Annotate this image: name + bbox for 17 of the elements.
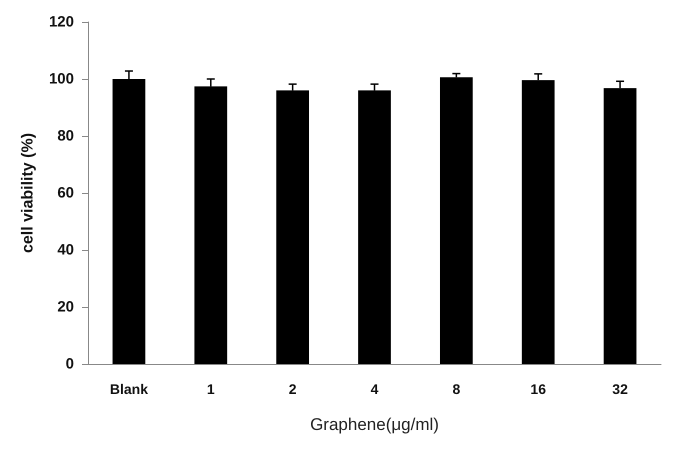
x-tick-label: Blank — [110, 381, 148, 397]
y-tick-label: 40 — [57, 242, 74, 258]
x-tick-label: 4 — [370, 381, 379, 397]
y-axis-title: cell viability (%) — [20, 132, 36, 254]
x-tick-label: 32 — [612, 381, 628, 397]
x-axis-title: Graphene(μg/ml) — [310, 415, 439, 434]
y-tick-label: 80 — [57, 128, 74, 144]
y-tick-label: 0 — [66, 356, 74, 372]
y-tick-label: 100 — [48, 70, 74, 88]
x-tick-label: 8 — [452, 381, 460, 397]
y-tick-label: 120 — [48, 14, 74, 30]
x-tick-label: 1 — [206, 381, 215, 397]
x-tick-label: 2 — [288, 381, 297, 397]
x-tick-label: 16 — [530, 381, 546, 397]
bar — [440, 77, 473, 364]
y-tick-label: 20 — [57, 298, 74, 316]
y-tick-label: 60 — [57, 184, 74, 202]
